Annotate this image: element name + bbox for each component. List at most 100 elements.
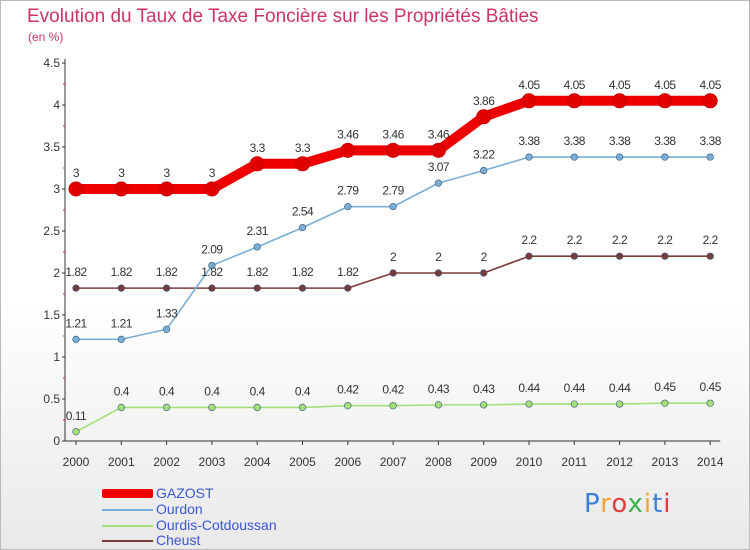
data-point <box>253 403 261 412</box>
series-gazost <box>68 93 718 197</box>
data-point <box>389 402 397 410</box>
data-point <box>661 153 669 161</box>
data-label: 0.44 <box>518 381 540 395</box>
data-label: 0.43 <box>473 382 495 396</box>
data-point <box>706 153 714 161</box>
legend-swatch-ourdis-cotdoussan <box>102 525 153 527</box>
data-point <box>204 181 220 197</box>
data-label: 1.82 <box>247 265 269 279</box>
data-point <box>615 400 624 408</box>
data-label: 0.44 <box>564 381 586 395</box>
data-point <box>706 399 714 407</box>
data-label: 3.38 <box>609 134 631 148</box>
data-point <box>706 252 714 260</box>
data-label: 0.42 <box>382 383 404 397</box>
data-point <box>253 284 261 292</box>
data-label: 0.4 <box>250 384 266 398</box>
data-label: 2.2 <box>567 233 583 247</box>
x-tick-label: 2004 <box>244 455 271 469</box>
data-label: 4.05 <box>609 78 631 92</box>
data-point <box>159 181 175 197</box>
data-label: 3.46 <box>337 127 359 141</box>
series-ourdon <box>72 153 714 343</box>
legend-label-gazost: GAZOST <box>156 485 214 501</box>
brand-letter: i <box>663 489 672 519</box>
data-point <box>117 284 125 292</box>
x-tick-label: 2002 <box>153 455 180 469</box>
data-point <box>389 203 397 211</box>
data-point <box>298 284 307 292</box>
y-tick-label: 0.5 <box>43 392 60 406</box>
data-point <box>340 142 356 158</box>
data-label: 2.2 <box>657 233 673 247</box>
x-tick-label: 2012 <box>606 455 633 469</box>
data-label: 3.3 <box>250 141 266 155</box>
data-point <box>208 261 216 270</box>
data-point <box>344 402 352 410</box>
data-point <box>612 93 628 109</box>
data-label: 3.3 <box>295 141 311 155</box>
data-label: 2.09 <box>201 242 223 256</box>
data-point <box>615 153 624 161</box>
data-label: 1.21 <box>65 316 87 330</box>
x-tick-label: 2009 <box>470 455 497 469</box>
data-label: 4.05 <box>654 78 676 92</box>
x-tick-label: 2011 <box>561 455 587 469</box>
legend-label-ourdon: Ourdon <box>156 501 203 517</box>
data-label: 3.38 <box>564 134 586 148</box>
data-label: 2.79 <box>337 184 359 198</box>
legend-swatch-ourdon <box>102 509 153 511</box>
data-point <box>208 403 216 412</box>
data-label: 2.54 <box>292 205 314 219</box>
data-point <box>249 156 265 172</box>
brand-logo: Proxiti <box>584 489 672 519</box>
data-point <box>570 400 578 408</box>
data-point <box>344 203 352 211</box>
data-point <box>163 284 171 292</box>
data-point <box>208 284 216 292</box>
data-label: 0.11 <box>66 409 87 423</box>
data-label: 0.45 <box>700 380 722 394</box>
data-point <box>72 335 80 343</box>
data-point <box>615 252 624 260</box>
data-point <box>476 109 492 125</box>
data-point <box>570 252 578 260</box>
data-point <box>163 325 171 333</box>
brand-letter: i <box>643 489 653 519</box>
data-point <box>480 401 488 409</box>
data-label: 0.4 <box>204 384 220 398</box>
data-label: 2 <box>481 250 488 264</box>
legend-label-ourdis-cotdoussan: Ourdis-Cotdoussan <box>156 517 277 533</box>
series-ourdis-cotdoussan <box>72 399 714 436</box>
data-point <box>117 403 125 412</box>
data-label: 2.2 <box>612 233 628 247</box>
data-label: 2.79 <box>382 184 404 198</box>
x-tick-label: 2001 <box>108 455 135 469</box>
data-labels-layer: 0.11 0.4 0.4 0.4 0.4 0.4 0.42 0.42 0.43 0.43 0.44 0… <box>65 78 722 423</box>
x-tick-label: 2007 <box>380 455 407 469</box>
data-label: 1.82 <box>201 265 223 279</box>
series-cheust <box>72 252 714 292</box>
y-tick-label: 2.5 <box>43 224 60 238</box>
x-tick-label: 2010 <box>516 455 543 469</box>
y-tick-label: 1 <box>53 350 60 364</box>
x-tick-label: 2000 <box>63 455 90 469</box>
data-label: 0.44 <box>609 381 631 395</box>
data-label: 1.82 <box>156 265 178 279</box>
legend-swatch-gazost <box>102 489 153 498</box>
data-point <box>113 181 129 197</box>
data-point <box>525 252 533 260</box>
x-tick-label: 2006 <box>334 455 361 469</box>
data-label: 4.05 <box>518 78 540 92</box>
data-label: 0.4 <box>114 384 130 398</box>
y-tick-label: 4.5 <box>43 56 60 70</box>
data-point <box>68 181 84 197</box>
data-label: 2 <box>435 250 442 264</box>
data-point <box>298 403 307 412</box>
data-label: 0.4 <box>159 384 175 398</box>
data-label: 1.82 <box>65 265 87 279</box>
chart-title: Evolution du Taux de Taxe Foncière sur l… <box>27 6 539 27</box>
data-point <box>434 401 443 409</box>
data-label: 3.07 <box>428 160 450 174</box>
